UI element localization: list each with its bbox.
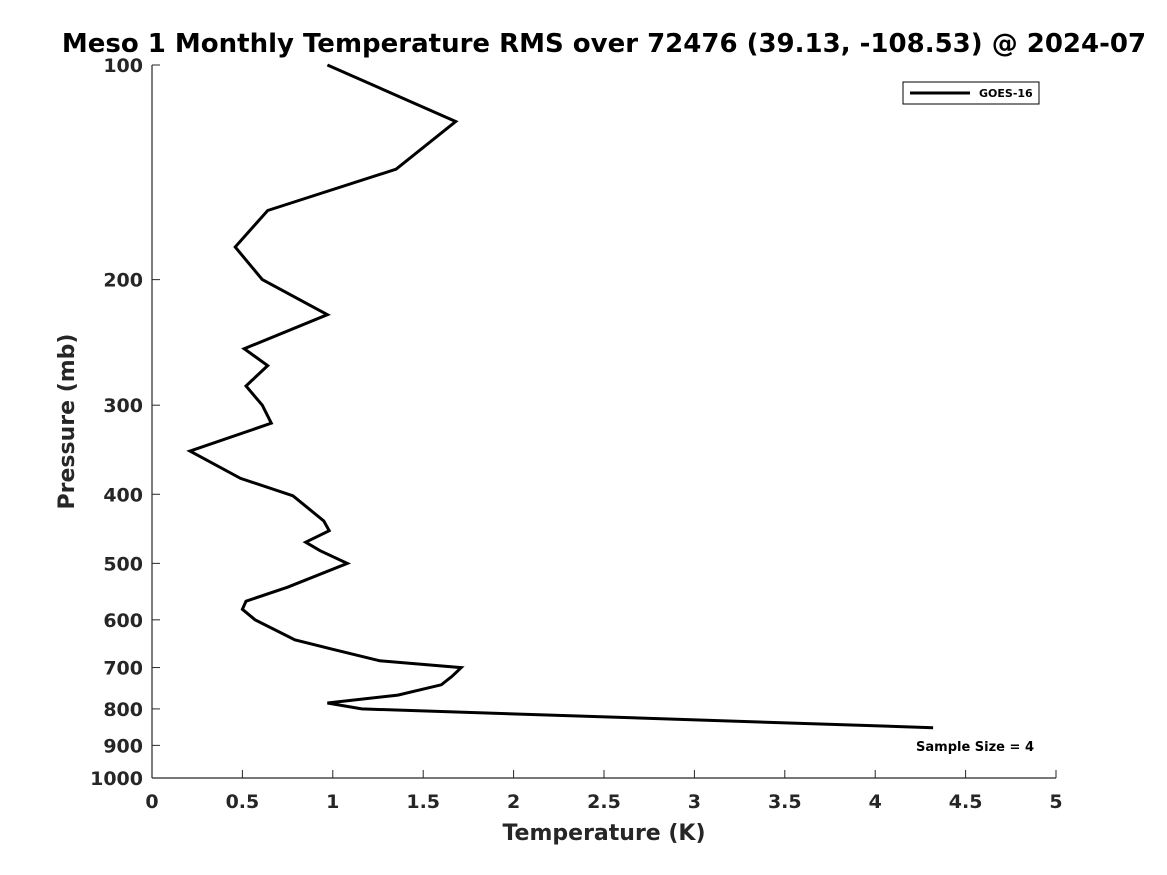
y-tick-label: 1000 — [90, 768, 143, 790]
y-axis-ticks: 100 200 300 400 500 600 700 800 900 1000 — [90, 55, 160, 790]
series-group — [186, 63, 934, 730]
legend-label: GOES-16 — [979, 87, 1033, 100]
x-tick-label: 1.5 — [406, 791, 440, 813]
y-tick-label: 900 — [103, 735, 143, 757]
y-tick-label: 600 — [103, 610, 143, 632]
x-tick-label: 5 — [1049, 791, 1062, 813]
x-tick-label: 2.5 — [587, 791, 621, 813]
x-axis-ticks: 0 0.5 1 1.5 2 2.5 3 3.5 4 4.5 5 — [145, 770, 1063, 813]
x-tick-label: 1 — [326, 791, 339, 813]
y-tick-label: 300 — [103, 395, 143, 417]
legend: GOES-16 — [902, 81, 1040, 105]
y-tick-label: 200 — [103, 270, 143, 292]
x-tick-label: 3.5 — [768, 791, 802, 813]
y-axis-label: Pressure (mb) — [55, 334, 80, 510]
y-tick-label: 400 — [103, 484, 143, 506]
series-line — [186, 63, 934, 730]
x-tick-label: 0 — [145, 791, 158, 813]
x-tick-label: 0.5 — [226, 791, 260, 813]
y-tick-label: 100 — [103, 55, 143, 77]
y-tick-label: 700 — [103, 658, 143, 680]
y-tick-label: 800 — [103, 699, 143, 721]
chart-title: Meso 1 Monthly Temperature RMS over 7247… — [62, 29, 1146, 59]
x-tick-label: 4 — [869, 791, 882, 813]
x-tick-label: 2 — [507, 791, 520, 813]
legend-box — [902, 81, 1040, 105]
x-tick-label: 3 — [688, 791, 701, 813]
sample-size-annotation: Sample Size = 4 — [916, 740, 1034, 755]
y-tick-label: 500 — [103, 553, 143, 575]
x-axis-label: Temperature (K) — [502, 821, 705, 846]
x-tick-label: 4.5 — [949, 791, 983, 813]
